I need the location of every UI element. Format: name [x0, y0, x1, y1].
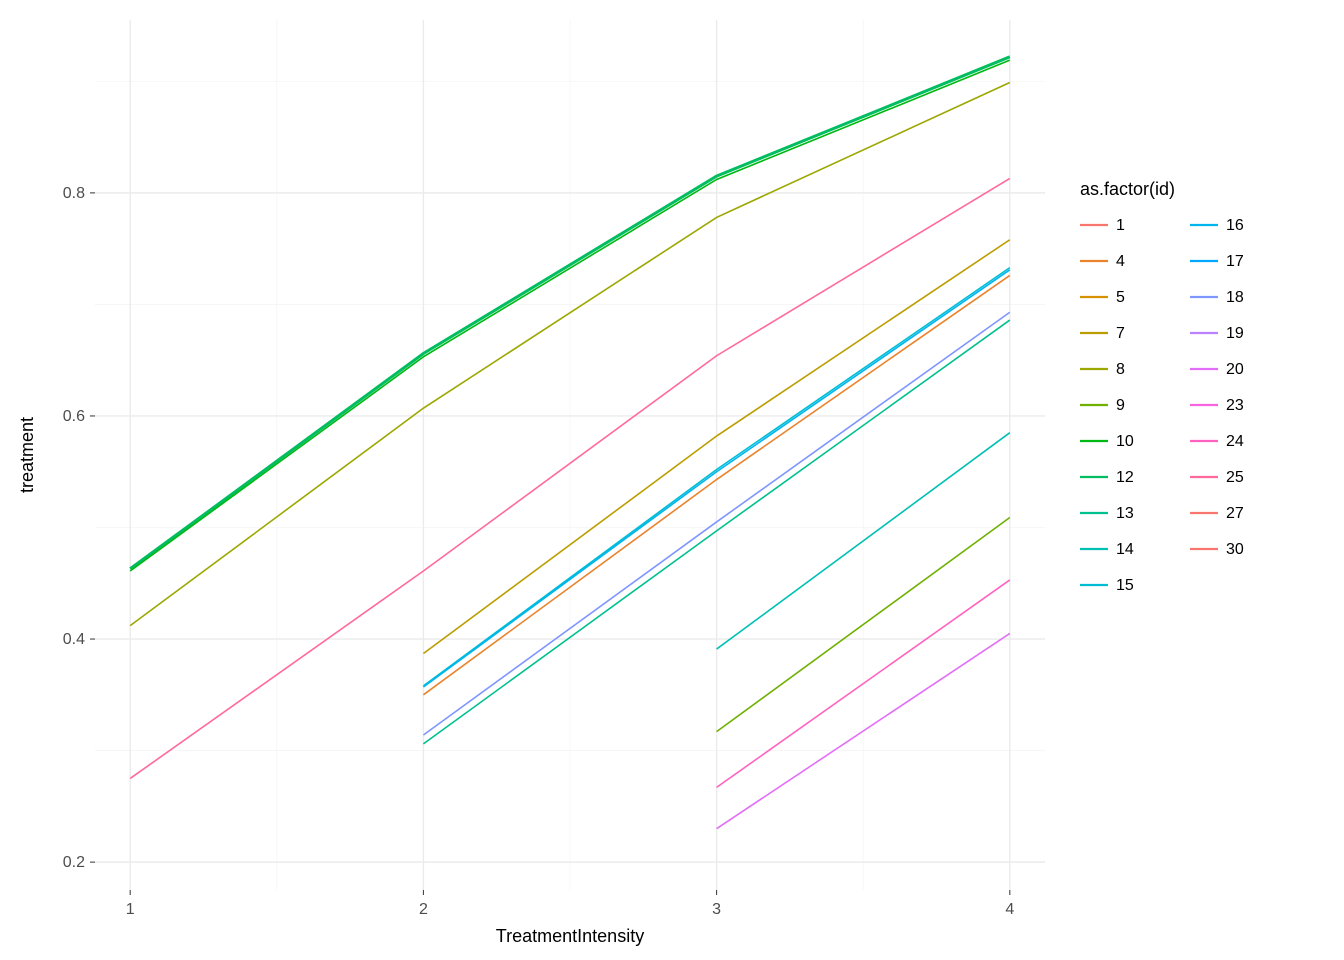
- legend-label: 9: [1116, 397, 1125, 414]
- legend-label: 25: [1226, 469, 1244, 486]
- chart-container: 12340.20.40.60.8TreatmentIntensitytreatm…: [0, 0, 1344, 960]
- y-tick-label: 0.8: [63, 185, 85, 202]
- legend-label: 7: [1116, 325, 1125, 342]
- legend-label: 17: [1226, 253, 1244, 270]
- legend-label: 15: [1116, 577, 1134, 594]
- legend-label: 19: [1226, 325, 1244, 342]
- y-tick-label: 0.6: [63, 408, 85, 425]
- y-tick-label: 0.4: [63, 631, 85, 648]
- legend-label: 30: [1226, 541, 1244, 558]
- line-chart: 12340.20.40.60.8TreatmentIntensitytreatm…: [0, 0, 1344, 960]
- y-tick-label: 0.2: [63, 854, 85, 871]
- legend-label: 18: [1226, 289, 1244, 306]
- legend-label: 27: [1226, 505, 1244, 522]
- legend-label: 5: [1116, 289, 1125, 306]
- plot-panel: [95, 20, 1045, 890]
- x-axis-title: TreatmentIntensity: [496, 926, 644, 946]
- x-tick-label: 4: [1005, 901, 1014, 918]
- legend-label: 13: [1116, 505, 1134, 522]
- y-axis-title: treatment: [17, 417, 37, 493]
- x-tick-label: 3: [712, 901, 721, 918]
- legend-title: as.factor(id): [1080, 179, 1175, 199]
- legend-label: 10: [1116, 433, 1134, 450]
- x-tick-label: 1: [126, 901, 135, 918]
- legend-label: 4: [1116, 253, 1125, 270]
- legend-label: 1: [1116, 217, 1125, 234]
- legend-label: 12: [1116, 469, 1134, 486]
- legend-label: 8: [1116, 361, 1125, 378]
- legend-label: 23: [1226, 397, 1244, 414]
- legend-label: 14: [1116, 541, 1134, 558]
- legend-label: 16: [1226, 217, 1244, 234]
- x-tick-label: 2: [419, 901, 428, 918]
- legend-label: 20: [1226, 361, 1244, 378]
- legend-label: 24: [1226, 433, 1244, 450]
